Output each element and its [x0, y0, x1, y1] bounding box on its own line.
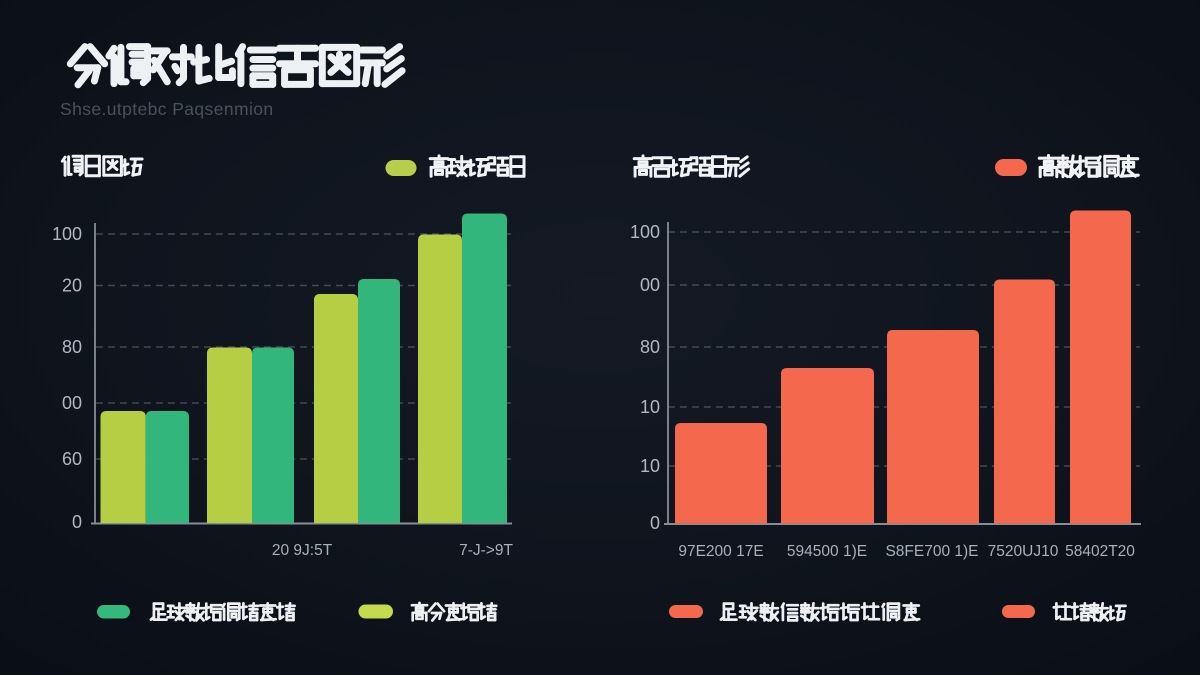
- svg-text:10: 10: [640, 397, 660, 417]
- svg-text:S8FE700 1)E: S8FE700 1)E: [885, 543, 978, 560]
- svg-text:80: 80: [62, 337, 82, 357]
- svg-text:60: 60: [62, 449, 82, 469]
- svg-text:10: 10: [640, 456, 660, 476]
- svg-text:7520UJ10: 7520UJ10: [988, 543, 1059, 560]
- svg-text:Shse.utptebc Paqsenmion: Shse.utptebc Paqsenmion: [60, 99, 274, 119]
- svg-text:594500 1)E: 594500 1)E: [787, 543, 867, 560]
- svg-text:100: 100: [630, 222, 660, 242]
- svg-text:80: 80: [640, 337, 660, 357]
- svg-text:0: 0: [650, 513, 660, 533]
- svg-text:00: 00: [62, 393, 82, 413]
- svg-text:100: 100: [52, 224, 82, 244]
- svg-text:7-J->9T: 7-J->9T: [459, 542, 513, 559]
- svg-text:20 9J:5T: 20 9J:5T: [272, 542, 333, 559]
- svg-text:0: 0: [72, 512, 82, 532]
- svg-text:97E200 17E: 97E200 17E: [678, 543, 763, 560]
- svg-text:20: 20: [62, 276, 82, 296]
- svg-text:58402T20: 58402T20: [1065, 543, 1135, 560]
- svg-text:00: 00: [640, 275, 660, 295]
